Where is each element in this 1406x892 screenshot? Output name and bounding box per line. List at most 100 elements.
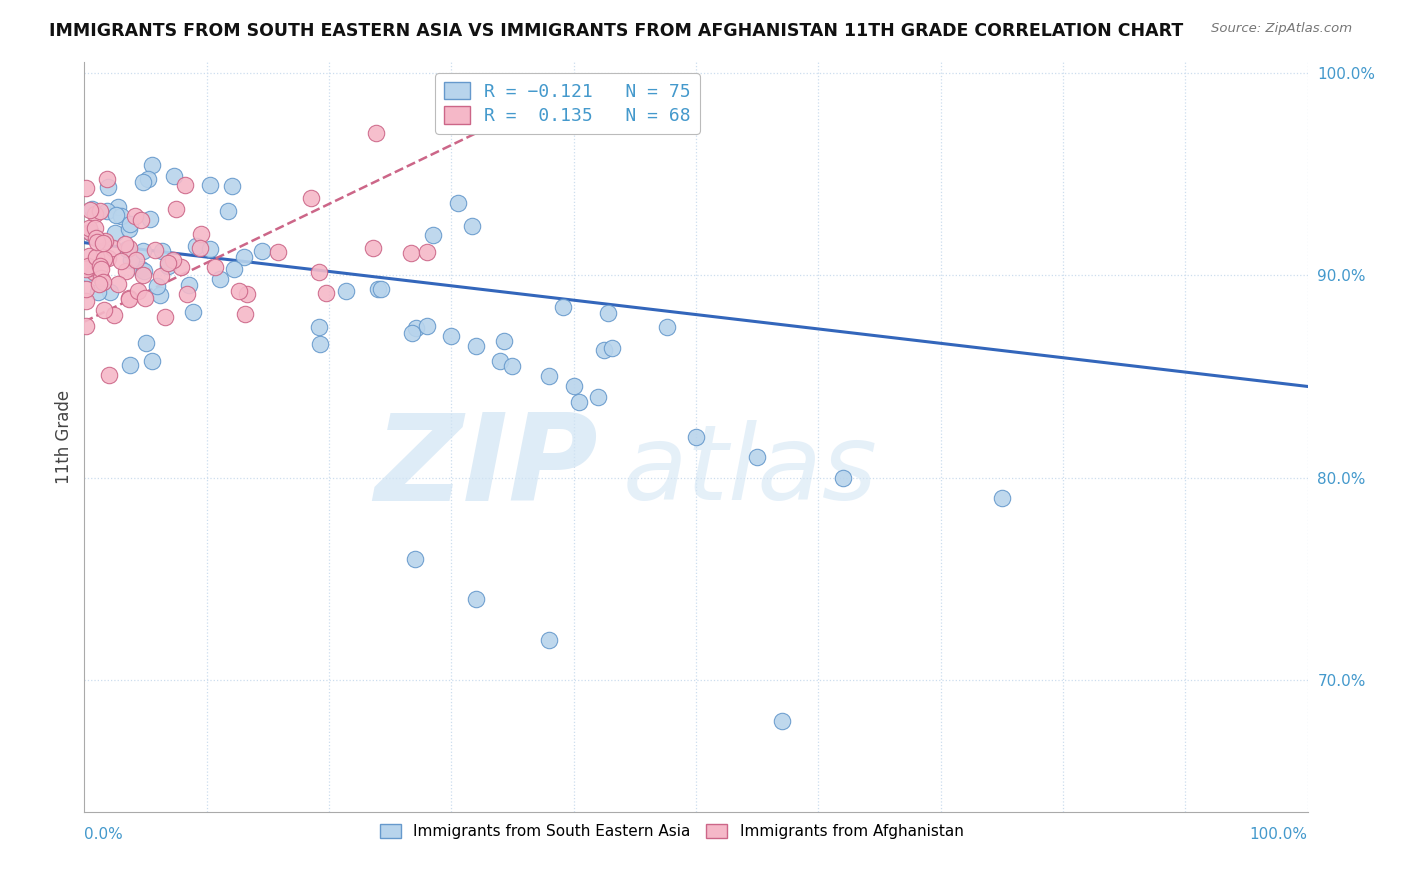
Point [84,250,107,264]
Point [188,241,211,255]
Point [118,221,141,235]
Point [228,284,250,298]
Point [181,305,204,319]
Point [97,368,120,382]
Point [127,284,149,298]
Point [86,231,108,245]
Point [494,334,516,348]
Point [83,207,105,221]
Point [169,260,191,274]
Point [90,261,112,276]
Point [101,241,124,255]
Point [96,171,118,186]
Point [149,288,172,302]
Point [502,359,524,374]
Point [204,260,226,274]
Point [315,286,337,301]
Point [114,236,136,251]
Point [150,244,173,258]
Point [464,592,486,607]
Point [598,306,620,320]
Point [308,320,330,334]
Point [162,252,184,267]
Point [86,235,108,250]
Point [107,277,129,292]
Legend: Immigrants from South Eastern Asia, Immigrants from Afghanistan: Immigrants from South Eastern Asia, Immi… [374,818,970,846]
Point [117,291,139,305]
Point [107,200,129,214]
Point [114,264,136,278]
Point [110,210,132,224]
Text: Source: ZipAtlas.com: Source: ZipAtlas.com [1212,22,1353,36]
Point [179,278,201,293]
Point [75,319,97,334]
Text: atlas: atlas [623,420,877,522]
Point [115,243,138,257]
Point [401,326,423,340]
Point [156,260,179,274]
Point [416,318,439,333]
Point [236,287,259,301]
Point [79,225,101,239]
Point [124,209,146,223]
Point [538,369,561,384]
Point [82,261,104,276]
Point [150,268,173,283]
Text: IMMIGRANTS FROM SOUTH EASTERN ASIA VS IMMIGRANTS FROM AFGHANISTAN 11TH GRADE COR: IMMIGRANTS FROM SOUTH EASTERN ASIA VS IM… [49,22,1184,40]
Point [440,328,463,343]
Point [80,202,103,216]
Point [460,219,482,233]
Point [134,264,156,278]
Point [416,245,439,260]
Point [308,337,330,351]
Point [600,341,623,355]
Point [93,252,115,267]
Point [657,319,679,334]
Point [146,279,169,293]
Point [118,358,141,372]
Point [77,259,100,273]
Point [125,252,148,267]
Point [747,450,769,465]
Point [163,169,186,183]
Point [367,282,389,296]
Point [79,203,101,218]
Point [76,266,98,280]
Point [299,191,322,205]
Point [551,300,574,314]
Point [118,241,141,255]
Text: ZIP: ZIP [374,409,598,525]
Point [110,253,132,268]
Point [87,277,110,291]
Point [77,220,100,235]
Point [562,379,585,393]
Point [103,308,125,322]
Point [89,259,111,273]
Point [209,272,232,286]
Point [93,235,115,249]
Point [136,171,159,186]
Point [75,294,97,309]
Point [118,292,141,306]
Point [267,245,290,260]
Point [91,235,114,250]
Point [132,176,155,190]
Point [831,470,853,484]
Point [364,126,387,140]
Point [770,714,793,728]
Point [489,353,512,368]
Point [75,180,97,194]
Point [132,268,155,282]
Point [80,226,103,240]
Point [233,307,256,321]
Point [685,430,707,444]
Point [173,178,195,193]
Point [134,291,156,305]
Text: 100.0%: 100.0% [1250,827,1308,842]
Point [143,243,166,257]
Point [89,203,111,218]
Point [135,336,157,351]
Point [593,343,616,357]
Point [217,204,239,219]
Point [176,286,198,301]
